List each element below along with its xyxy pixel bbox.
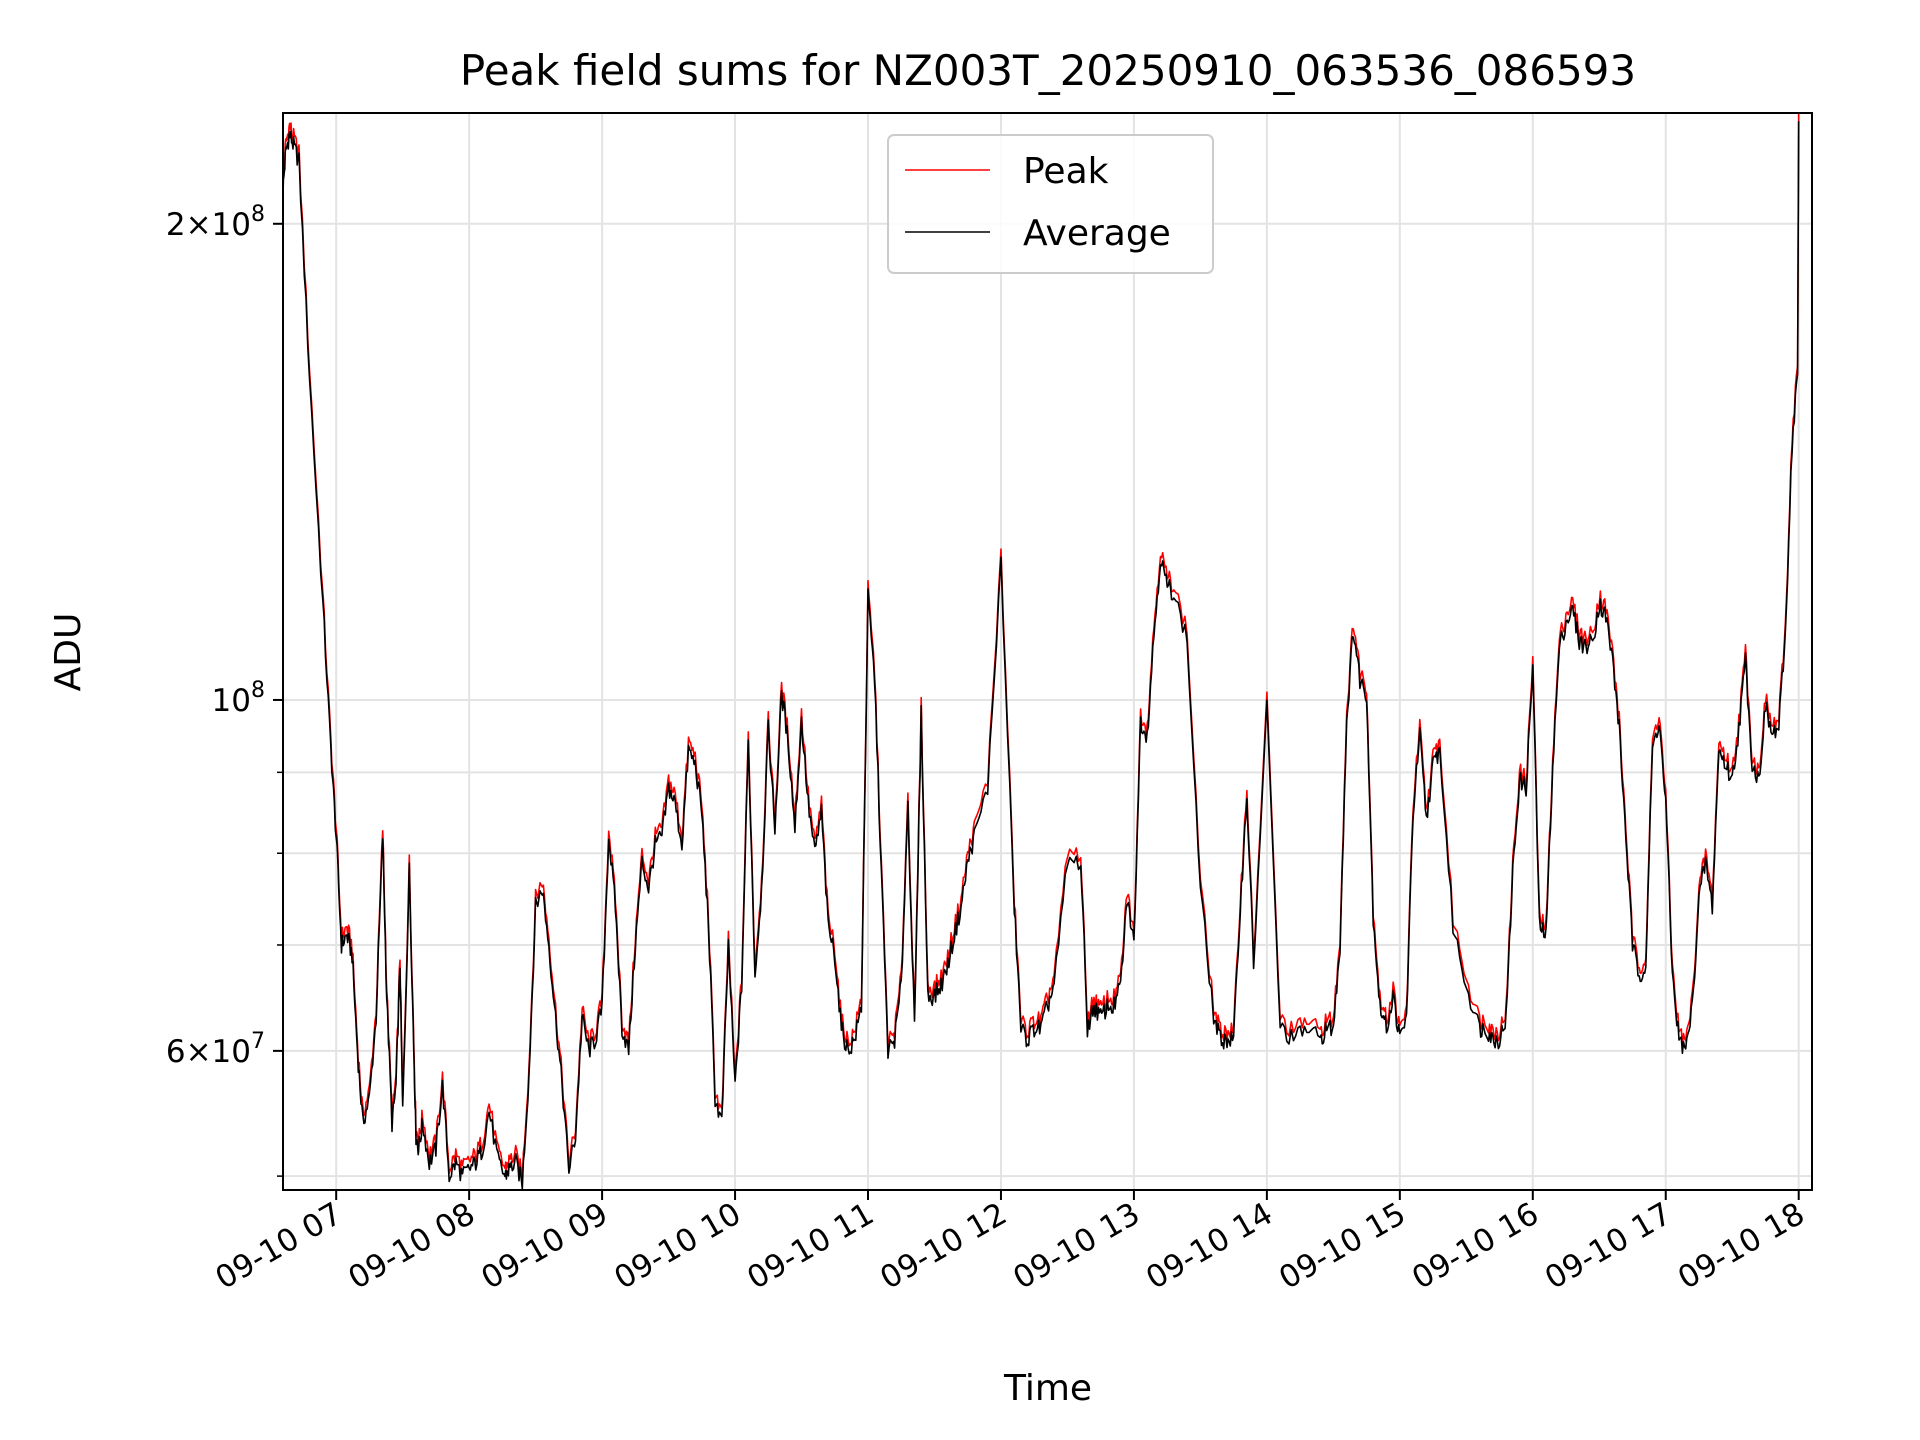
plot-lines [282,112,1800,1190]
y-axis: 6×107 108 2×108 [166,202,283,1177]
x-axis-label: Time [1003,1368,1092,1409]
series-line-average [282,121,1800,1190]
y-tick-label: 6×107 [166,1029,265,1070]
legend: Peak Average [887,134,1214,274]
y-axis-label: ADU [48,613,89,692]
y-tick-label: 108 [212,678,265,719]
axes-frame [282,112,1813,1191]
legend-peak-label: Peak [1023,151,1109,192]
legend-average-label: Average [1023,213,1171,254]
y-tick-label: 2×108 [166,202,265,243]
chart-title: Peak field sums for NZ003T_20250910_0635… [460,46,1636,95]
